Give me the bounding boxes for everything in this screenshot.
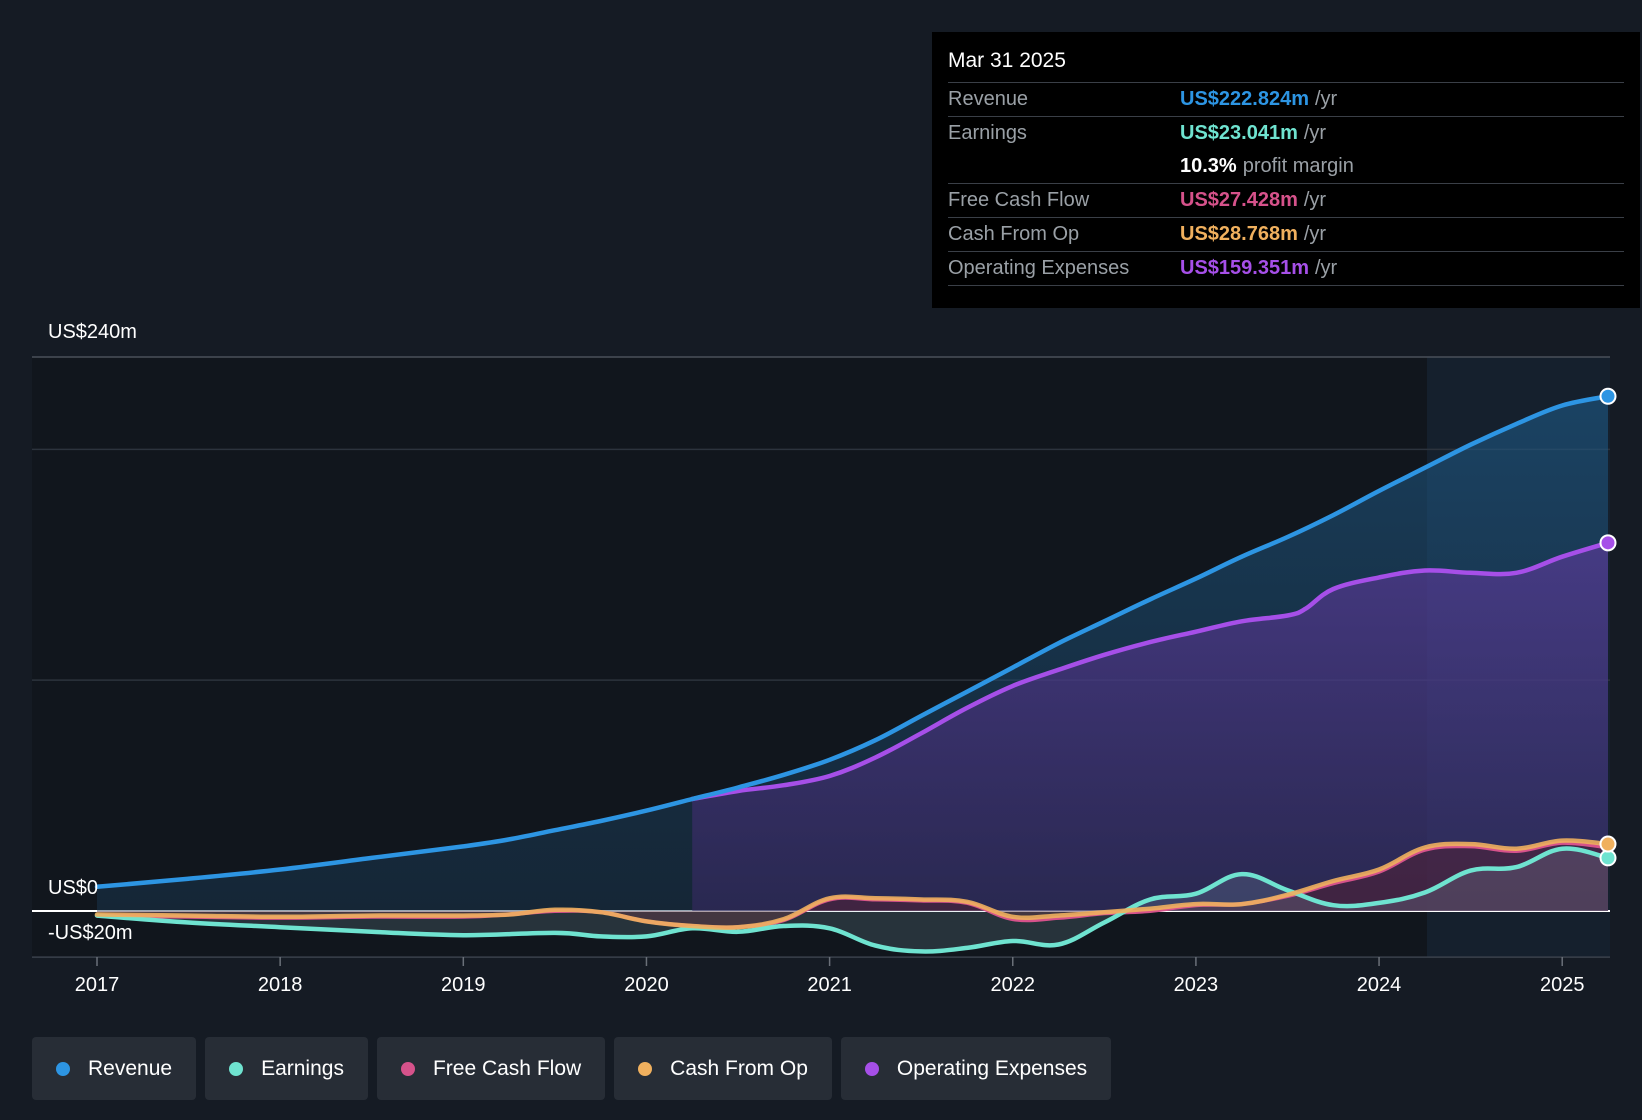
tooltip-row-opex: Operating Expenses US$159.351m /yr [948,251,1624,285]
tooltip-unit: /yr [1303,122,1327,144]
x-tick-label: 2017 [75,974,120,996]
data-tooltip: Mar 31 2025 Revenue US$222.824m /yr Earn… [932,32,1640,308]
tooltip-row-profit-margin: 10.3% profit margin [948,150,1624,183]
x-tick-label: 2025 [1540,974,1585,996]
x-tick-label: 2023 [1174,974,1219,996]
tooltip-date: Mar 31 2025 [948,49,1066,72]
y-tick-label-min: -US$20m [48,922,133,944]
tooltip-value: US$159.351m [1180,257,1309,279]
tooltip-unit: /yr [1314,257,1338,279]
tooltip-unit: profit margin [1242,155,1354,177]
x-tick-label: 2022 [991,974,1036,996]
operating-expenses-line [689,540,1610,802]
tooltip-label: Earnings [948,122,1027,144]
cfo-dot-icon [638,1061,653,1076]
tooltip-label: Free Cash Flow [948,189,1090,211]
legend-label: Operating Expenses [896,1056,1088,1080]
fcf-dot-icon [400,1061,415,1076]
chart-legend: Revenue Earnings Free Cash Flow Cash Fro… [32,1037,1112,1100]
x-tick-label: 2020 [624,974,669,996]
end-points [1599,387,1617,867]
tooltip-value: US$28.768m [1180,223,1298,245]
legend-label: Cash From Op [670,1056,808,1080]
tooltip-row-revenue: Revenue US$222.824m /yr [948,82,1624,116]
x-tick-label: 2019 [441,974,486,996]
tooltip-label: Operating Expenses [948,257,1130,279]
x-tick-label: 2021 [807,974,852,996]
y-tick-label-zero: US$0 [48,877,99,899]
opex-dot-icon [864,1061,879,1076]
tooltip-unit: /yr [1303,189,1327,211]
legend-label: Earnings [261,1056,344,1080]
tooltip-row-cfo: Cash From Op US$28.768m /yr [948,217,1624,251]
cash-from-op-end-dot [1599,835,1617,853]
legend-item-operating-expenses[interactable]: Operating Expenses [840,1037,1112,1100]
tooltip-value: 10.3% [1180,155,1237,177]
tooltip-divider [948,285,1624,286]
legend-label: Free Cash Flow [432,1056,582,1080]
revenue-dot-icon [56,1061,70,1076]
x-tick-label: 2018 [258,974,303,996]
tooltip-label: Cash From Op [948,223,1080,245]
opex-area [692,542,1608,911]
earnings-line [94,846,1610,954]
revenue-end-dot [1599,387,1617,405]
legend-label: Revenue [88,1056,173,1080]
tooltip-value: US$27.428m [1180,189,1298,211]
x-tick-label: 2024 [1357,974,1402,996]
earnings-dot-icon [229,1061,244,1076]
tooltip-unit: /yr [1303,223,1327,245]
cash-from-op-line [94,838,1610,930]
tooltip-unit: /yr [1314,88,1338,110]
operating-expenses-end-dot [1599,534,1617,552]
legend-item-free-cash-flow[interactable]: Free Cash Flow [376,1037,606,1100]
revenue-line [94,393,1610,890]
legend-item-revenue[interactable]: Revenue [32,1037,197,1100]
series-lines [94,393,1610,954]
tooltip-value: US$222.824m [1180,88,1309,110]
tooltip-row-earnings: Earnings US$23.041m /yr [948,116,1624,150]
tooltip-label: Revenue [948,88,1029,110]
x-axis-ticks: 2017 2018 2019 2020 2021 2022 2023 2024 2025 [75,957,1585,996]
earnings-end-dot [1599,849,1617,867]
chart-plot: 2017 2018 2019 2020 2021 2022 2023 2024 2025 [32,356,1617,996]
tooltip-row-fcf: Free Cash Flow US$27.428m /yr [948,183,1624,217]
tooltip-value: US$23.041m [1180,122,1298,144]
legend-item-earnings[interactable]: Earnings [205,1037,368,1100]
legend-item-cash-from-op[interactable]: Cash From Op [614,1037,832,1100]
y-tick-label-max: US$240m [48,321,137,343]
earnings-area [97,848,1608,952]
